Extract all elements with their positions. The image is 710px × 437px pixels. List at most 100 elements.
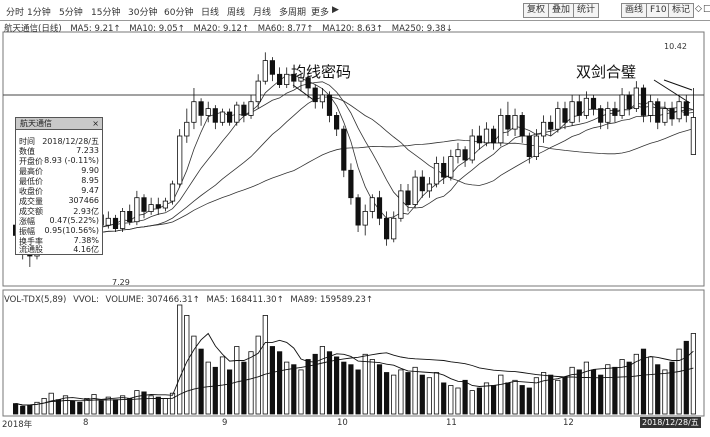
candle bbox=[148, 204, 154, 212]
volume-bar bbox=[98, 400, 104, 415]
x-label-year: 2018年 bbox=[2, 420, 33, 430]
volume-bar bbox=[184, 314, 190, 415]
f10-button[interactable]: F10 bbox=[646, 3, 671, 18]
period-tab-60min[interactable]: 60分钟 bbox=[164, 8, 194, 18]
volume-bar bbox=[120, 395, 126, 415]
info-row-value: 数值 7.233 bbox=[19, 146, 101, 156]
volume-bar bbox=[105, 396, 111, 415]
volume-bar bbox=[262, 314, 268, 415]
diejia-button[interactable]: 叠加 bbox=[548, 3, 575, 18]
candle bbox=[655, 101, 661, 123]
volume-bar bbox=[20, 405, 26, 415]
candle bbox=[276, 73, 283, 86]
square-icon[interactable]: □ bbox=[703, 4, 710, 14]
period-tab-weekly[interactable]: 周线 bbox=[227, 8, 246, 18]
info-panel-header[interactable]: 航天通信 × bbox=[16, 118, 102, 130]
volume-bar bbox=[391, 374, 397, 415]
volume-bar bbox=[291, 364, 297, 415]
period-tab-more[interactable]: 更多 bbox=[311, 8, 330, 18]
info-value: 7.233 bbox=[76, 146, 99, 155]
info-key: 最高价 bbox=[19, 167, 43, 176]
period-tab-daily[interactable]: 日线 bbox=[201, 8, 220, 18]
info-value: 9.90 bbox=[81, 166, 99, 175]
info-row-volume: 成交量 307466 bbox=[19, 196, 101, 206]
candle bbox=[426, 183, 433, 192]
volume-bar bbox=[662, 369, 668, 415]
ma60-value: MA60: 8.77↑ bbox=[257, 24, 314, 34]
tongji-button[interactable]: 统计 bbox=[573, 3, 600, 18]
candle bbox=[298, 77, 304, 82]
info-panel[interactable]: 航天通信 × 时间 2018/12/28/五 数值 7.233 开盘价 8.93 (-… bbox=[15, 117, 103, 255]
more-arrow-icon[interactable]: ▶ bbox=[332, 5, 339, 15]
annotation-double-sword: 双剑合璧 bbox=[576, 63, 637, 81]
ma10-value: MA10: 9.05↑ bbox=[129, 24, 185, 34]
info-key: 成交额 bbox=[19, 207, 43, 216]
candle bbox=[569, 101, 575, 123]
candle bbox=[412, 176, 418, 205]
ma-legend: 航天通信(日线) MA5: 9.21↑ MA10: 9.05↑ MA20: 9.… bbox=[4, 22, 459, 34]
candle bbox=[676, 101, 682, 120]
candle bbox=[590, 97, 597, 110]
period-tab-30min[interactable]: 30分钟 bbox=[128, 8, 158, 18]
annotation-arrow-right bbox=[653, 79, 693, 104]
volume-bar bbox=[127, 397, 133, 415]
vol-indicator-name: VOL-TDX(5,89) bbox=[4, 295, 67, 305]
candle bbox=[134, 197, 140, 223]
candle bbox=[583, 97, 590, 116]
candle bbox=[162, 200, 168, 209]
volume-bar bbox=[548, 374, 554, 415]
candle bbox=[326, 94, 333, 116]
volume-bar bbox=[619, 359, 625, 415]
period-tab-5min[interactable]: 5分钟 bbox=[59, 8, 83, 18]
volume-bar bbox=[519, 385, 525, 415]
info-value: 2.93亿 bbox=[73, 207, 99, 216]
info-row-float: 流通股 4.16亿 bbox=[19, 244, 101, 254]
vol-ma5-value: MA5: 168411.30↑ bbox=[206, 295, 284, 305]
candle bbox=[498, 115, 504, 144]
volume-bar bbox=[355, 369, 361, 415]
volume-bar bbox=[134, 390, 140, 415]
close-icon[interactable]: × bbox=[92, 119, 99, 128]
info-row-time: 时间 2018/12/28/五 bbox=[19, 136, 101, 146]
volume-bar bbox=[462, 379, 468, 415]
biaoji-button[interactable]: 标记 bbox=[668, 3, 695, 18]
info-key: 振幅 bbox=[19, 227, 35, 236]
info-key: 成交量 bbox=[19, 197, 43, 206]
volume-bar bbox=[226, 369, 233, 415]
candle bbox=[441, 162, 447, 178]
diamond-icon[interactable]: ◇ bbox=[695, 4, 702, 14]
vvol-value: VVOL: bbox=[73, 295, 102, 305]
period-tab-monthly[interactable]: 月线 bbox=[253, 8, 272, 18]
fuquan-button[interactable]: 复权 bbox=[523, 3, 550, 18]
volume-bar bbox=[555, 379, 561, 415]
toolbar: 分时 1分钟 5分钟 15分钟 30分钟 60分钟 日线 周线 月线 多周期 更… bbox=[0, 0, 710, 21]
info-key: 数值 bbox=[19, 147, 35, 156]
period-tab-multi[interactable]: 多周期 bbox=[279, 8, 307, 18]
candle bbox=[683, 101, 689, 116]
period-tab-15min[interactable]: 15分钟 bbox=[91, 8, 121, 18]
x-label-nov: 11 bbox=[446, 418, 457, 428]
ma20-value: MA20: 9.12↑ bbox=[193, 24, 250, 34]
ma5-value: MA5: 9.21↑ bbox=[70, 24, 121, 34]
volume-bar bbox=[598, 374, 604, 415]
info-value: 7.38% bbox=[73, 236, 99, 245]
volume-bar bbox=[12, 403, 19, 415]
period-tab-1min[interactable]: 1分钟 bbox=[27, 8, 51, 18]
volume-bar bbox=[198, 348, 204, 415]
candle bbox=[312, 87, 318, 103]
volume-bar bbox=[612, 366, 618, 415]
volume-bar bbox=[483, 382, 490, 415]
candle bbox=[177, 135, 183, 185]
candle bbox=[519, 115, 525, 137]
volume-bar bbox=[569, 366, 575, 415]
huaxian-button[interactable]: 画线 bbox=[621, 3, 648, 18]
period-tab-fenshi[interactable]: 分时 bbox=[6, 8, 25, 18]
volume-bar bbox=[326, 351, 333, 415]
info-key: 流通股 bbox=[19, 245, 43, 254]
volume-bar bbox=[576, 369, 582, 415]
info-row-amplitude: 振幅 0.95(10.56%) bbox=[19, 226, 101, 236]
volume-bar bbox=[583, 361, 590, 415]
candle bbox=[433, 162, 440, 185]
candle bbox=[376, 197, 383, 219]
